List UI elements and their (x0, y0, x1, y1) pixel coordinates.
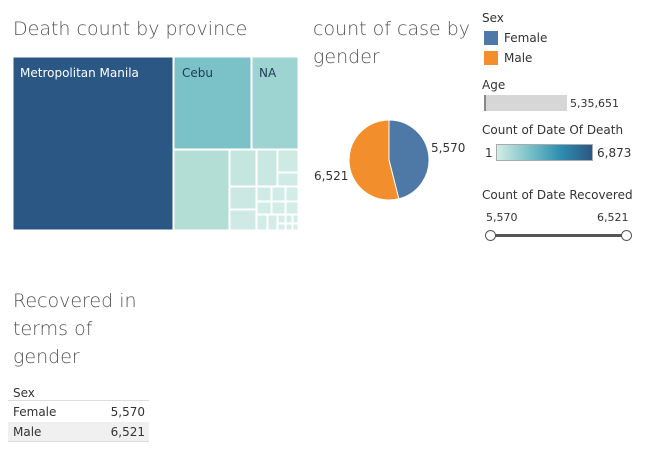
female-swatch (484, 31, 498, 45)
death-legend-title: Count of Date Of Death (482, 123, 624, 137)
treemap-tile-small[interactable] (277, 214, 286, 224)
treemap-tile-na[interactable] (251, 57, 298, 150)
treemap-tile-metropolitan-manila[interactable] (13, 57, 174, 230)
treemap-tile-small[interactable] (256, 214, 268, 230)
treemap-small-tiles[interactable] (173, 149, 298, 230)
treemap-tile-small[interactable] (285, 201, 298, 215)
death-legend-max: 6,873 (597, 146, 632, 160)
treemap-label-metropolitan-manila: Metropolitan Manila (20, 66, 139, 80)
table-divider (8, 400, 149, 401)
recovered-legend-title: Count of Date Recovered (482, 188, 633, 202)
treemap-tile-small[interactable] (285, 186, 298, 202)
treemap-tile-small[interactable] (285, 223, 293, 230)
male-swatch (484, 51, 498, 65)
age-legend-max: 5,35,651 (570, 97, 619, 110)
recovered-range-max: 6,521 (597, 211, 629, 224)
sex-legend-item-male[interactable]: Male (484, 51, 532, 65)
treemap-tile-small[interactable] (256, 186, 272, 202)
pie-slice-female[interactable] (388, 119, 430, 200)
sex-legend-title: Sex (482, 11, 504, 25)
treemap-tile-small[interactable] (277, 172, 298, 187)
treemap-chart[interactable]: Metropolitan Manila Cebu NA (13, 57, 298, 230)
pie-slice-male[interactable] (348, 119, 400, 201)
treemap-tile-small[interactable] (285, 214, 293, 224)
treemap-tile-small[interactable] (229, 149, 257, 187)
treemap-label-na: NA (259, 66, 277, 80)
treemap-tile-small[interactable] (256, 149, 278, 187)
table-title-line1: Recovered in (13, 290, 137, 312)
pie-label-male: 6,521 (314, 169, 348, 183)
range-slider-max-handle[interactable] (621, 230, 632, 241)
table-row[interactable]: Female 5,570 (8, 402, 149, 422)
treemap-tile-small[interactable] (256, 201, 272, 215)
treemap-tile-small[interactable] (229, 209, 257, 230)
death-color-ramp (496, 144, 593, 161)
range-slider-min-handle[interactable] (485, 230, 496, 241)
treemap-tile-small[interactable] (292, 223, 298, 230)
age-size-bar (484, 95, 567, 111)
pie-title-line1: count of case by (313, 18, 471, 40)
treemap-label-cebu: Cebu (182, 66, 213, 80)
pie-chart[interactable]: 5,570 6,521 (310, 110, 480, 210)
treemap-tile-small[interactable] (271, 186, 286, 202)
treemap-tile-small[interactable] (277, 223, 286, 230)
sex-legend-item-female[interactable]: Female (484, 31, 547, 45)
treemap-tile-small[interactable] (277, 149, 298, 173)
range-slider-track[interactable] (490, 234, 625, 237)
treemap-tile-small[interactable] (229, 186, 257, 210)
treemap-title: Death count by province (13, 18, 248, 40)
recovered-range-min: 5,570 (486, 211, 518, 224)
treemap-tile-cebu[interactable] (173, 57, 252, 150)
table-row-value: 6,521 (110, 424, 145, 439)
death-legend-min: 1 (485, 146, 493, 160)
table-title-line2: terms of (13, 318, 93, 340)
age-legend-title: Age (482, 78, 506, 92)
table-row-label: Female (13, 405, 57, 419)
treemap-tile-small[interactable] (292, 214, 298, 224)
table-row[interactable]: Male 6,521 (8, 422, 149, 442)
treemap-tile-small[interactable] (271, 201, 286, 215)
pie-title-line2: gender (313, 46, 380, 68)
sex-legend-label-male: Male (504, 51, 533, 65)
treemap-tile-small[interactable] (173, 149, 230, 230)
table-row-value: 5,570 (110, 405, 145, 419)
table-row-label: Male (13, 424, 42, 439)
pie-label-female: 5,570 (431, 141, 465, 155)
sex-legend-label-female: Female (504, 31, 548, 45)
table-header-sex: Sex (13, 386, 35, 400)
table-title-line3: gender (13, 346, 80, 368)
treemap-tile-small[interactable] (267, 214, 278, 230)
